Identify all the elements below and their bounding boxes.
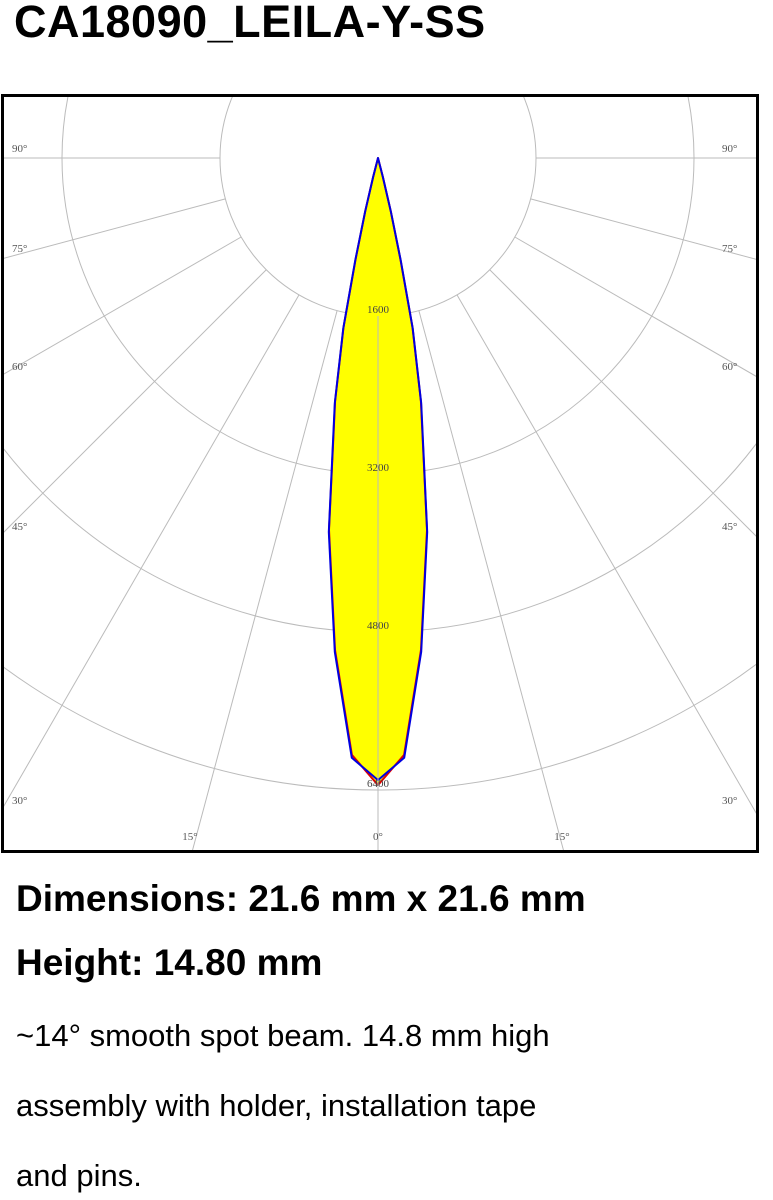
polar-intensity-chart: 1600 3200 4800 6400 90° 90° 75° 75° 60° 60° 45° 45°… <box>1 94 759 853</box>
grid-spoke <box>418 310 564 850</box>
angle-tick-label-right: 75° <box>722 243 737 255</box>
angle-tick-label-right: 60° <box>722 361 737 373</box>
grid-spoke <box>530 198 756 260</box>
radial-tick-label: 3200 <box>367 462 390 474</box>
description-line: ~14° smooth spot beam. 14.8 mm high <box>16 1018 550 1053</box>
grid-spoke <box>4 294 300 807</box>
grid-spoke <box>4 269 267 533</box>
angle-tick-label-left: 90° <box>12 143 27 155</box>
angle-tick-label-right: 30° <box>722 795 737 807</box>
grid-spoke <box>456 294 756 814</box>
height-text: Height: 14.80 mm <box>16 942 323 983</box>
product-title: CA18090_LEILA-Y-SS <box>14 0 486 47</box>
dimensions-text: Dimensions: 21.6 mm x 21.6 mm <box>16 878 586 919</box>
grid-spoke <box>489 269 756 537</box>
grid-spoke <box>4 198 226 259</box>
description-line: assembly with holder, installation tape <box>16 1088 537 1123</box>
radial-tick-label: 6400 <box>367 778 390 790</box>
angle-tick-label-left: 60° <box>12 361 27 373</box>
angle-tick-label-right: 90° <box>722 143 737 155</box>
angle-tick-label-left: 45° <box>12 521 27 533</box>
radial-tick-label: 1600 <box>367 304 390 316</box>
grid-spoke <box>192 310 338 850</box>
chart-frame <box>1 94 759 853</box>
angle-tick-label-bottom: 15° <box>554 831 569 843</box>
angle-tick-label-left: 30° <box>12 795 27 807</box>
angle-tick-label-left: 75° <box>12 243 27 255</box>
angle-tick-label-bottom: 15° <box>182 831 197 843</box>
angle-tick-label-right: 45° <box>722 521 737 533</box>
description-line: and pins. <box>16 1158 142 1193</box>
grid-spoke <box>514 236 756 377</box>
angle-tick-label-bottom: 0° <box>373 831 383 843</box>
radial-tick-label: 4800 <box>367 620 390 632</box>
grid-spoke <box>4 236 242 375</box>
